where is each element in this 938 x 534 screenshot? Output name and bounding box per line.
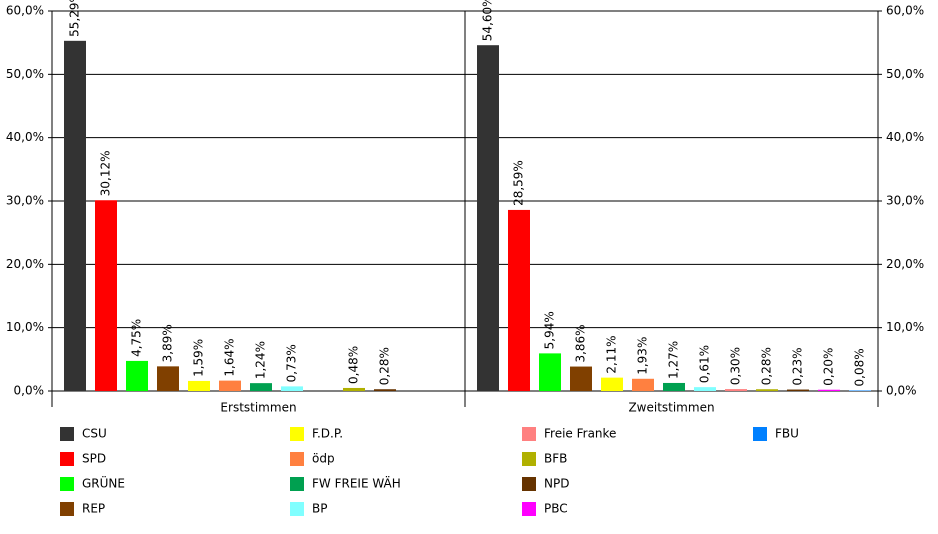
legend-label: ödp <box>312 452 335 466</box>
y-tick-label: 60,0% <box>6 4 44 18</box>
data-label: 0,48% <box>347 346 361 384</box>
legend-swatch <box>60 502 74 516</box>
x-tick-label: Zweitstimmen <box>628 401 714 415</box>
legend-label: BFB <box>544 452 567 466</box>
data-label: 0,20% <box>822 348 836 386</box>
legend-label: CSU <box>82 427 107 441</box>
data-label: 3,89% <box>161 324 175 362</box>
bar <box>787 389 809 391</box>
bar <box>157 366 179 391</box>
legend-label: F.D.P. <box>312 427 343 441</box>
legend-swatch <box>290 427 304 441</box>
bar <box>570 366 592 391</box>
legend-label: Freie Franke <box>544 427 616 441</box>
data-label: 0,30% <box>729 347 743 385</box>
legend-swatch <box>522 477 536 491</box>
bar <box>126 360 148 391</box>
bar <box>508 209 530 391</box>
legend-label: FW FREIE WÄH <box>312 476 401 491</box>
legend-swatch <box>60 477 74 491</box>
legend-swatch <box>522 502 536 516</box>
bar <box>64 40 86 392</box>
data-label: 0,73% <box>285 344 299 382</box>
data-label: 1,64% <box>223 338 237 376</box>
data-label: 0,28% <box>378 347 392 385</box>
bar <box>849 390 871 391</box>
bar <box>374 389 396 391</box>
y2-tick-label: 50,0% <box>886 67 924 81</box>
x-tick-label: Erststimmen <box>220 401 296 415</box>
bar <box>477 45 499 391</box>
y-tick-label: 0,0% <box>14 384 45 398</box>
legend-swatch <box>60 452 74 466</box>
legend-swatch <box>290 502 304 516</box>
data-label: 0,61% <box>698 345 712 383</box>
data-label: 55,29% <box>68 0 82 37</box>
bar <box>694 387 716 391</box>
data-label: 4,75% <box>130 319 144 357</box>
legend-label: NPD <box>544 477 569 491</box>
legend-label: SPD <box>82 452 106 466</box>
y2-tick-label: 20,0% <box>886 257 924 271</box>
y2-tick-label: 30,0% <box>886 194 924 208</box>
legend-swatch <box>60 427 74 441</box>
data-label: 1,24% <box>254 341 268 379</box>
bar <box>818 389 840 391</box>
legend-label: FBU <box>775 427 799 441</box>
y-tick-label: 10,0% <box>6 320 44 334</box>
legend-swatch <box>290 452 304 466</box>
bar <box>219 380 241 391</box>
data-label: 0,23% <box>791 347 805 385</box>
y-tick-label: 30,0% <box>6 194 44 208</box>
y2-tick-label: 40,0% <box>886 130 924 144</box>
y-tick-label: 50,0% <box>6 67 44 81</box>
data-label: 28,59% <box>512 160 526 206</box>
bar <box>632 378 654 391</box>
bar <box>188 380 210 391</box>
bar <box>663 382 685 391</box>
bar <box>539 353 561 391</box>
y2-tick-label: 0,0% <box>886 384 917 398</box>
data-label: 1,59% <box>192 339 206 377</box>
legend-label: PBC <box>544 502 568 516</box>
y2-tick-label: 10,0% <box>886 320 924 334</box>
bar <box>281 386 303 391</box>
data-label: 54,60% <box>481 0 495 41</box>
legend-swatch <box>753 427 767 441</box>
data-label: 0,08% <box>853 348 867 386</box>
data-label: 0,28% <box>760 347 774 385</box>
y2-tick-label: 60,0% <box>886 4 924 18</box>
bar <box>601 377 623 391</box>
data-label: 30,12% <box>99 150 113 196</box>
legend-label: BP <box>312 502 327 516</box>
legend-swatch <box>522 452 536 466</box>
bar <box>756 389 778 391</box>
bar <box>250 383 272 391</box>
data-label: 1,93% <box>636 337 650 375</box>
legend-swatch <box>522 427 536 441</box>
bar <box>725 389 747 391</box>
bar <box>95 200 117 391</box>
bar <box>343 387 365 391</box>
data-label: 1,27% <box>667 341 681 379</box>
data-label: 5,94% <box>543 311 557 349</box>
legend-swatch <box>290 477 304 491</box>
legend-label: GRÜNE <box>82 475 125 491</box>
data-label: 3,86% <box>574 324 588 362</box>
data-label: 2,11% <box>605 336 619 374</box>
y-tick-label: 20,0% <box>6 257 44 271</box>
y-tick-label: 40,0% <box>6 130 44 144</box>
legend-label: REP <box>82 502 105 516</box>
